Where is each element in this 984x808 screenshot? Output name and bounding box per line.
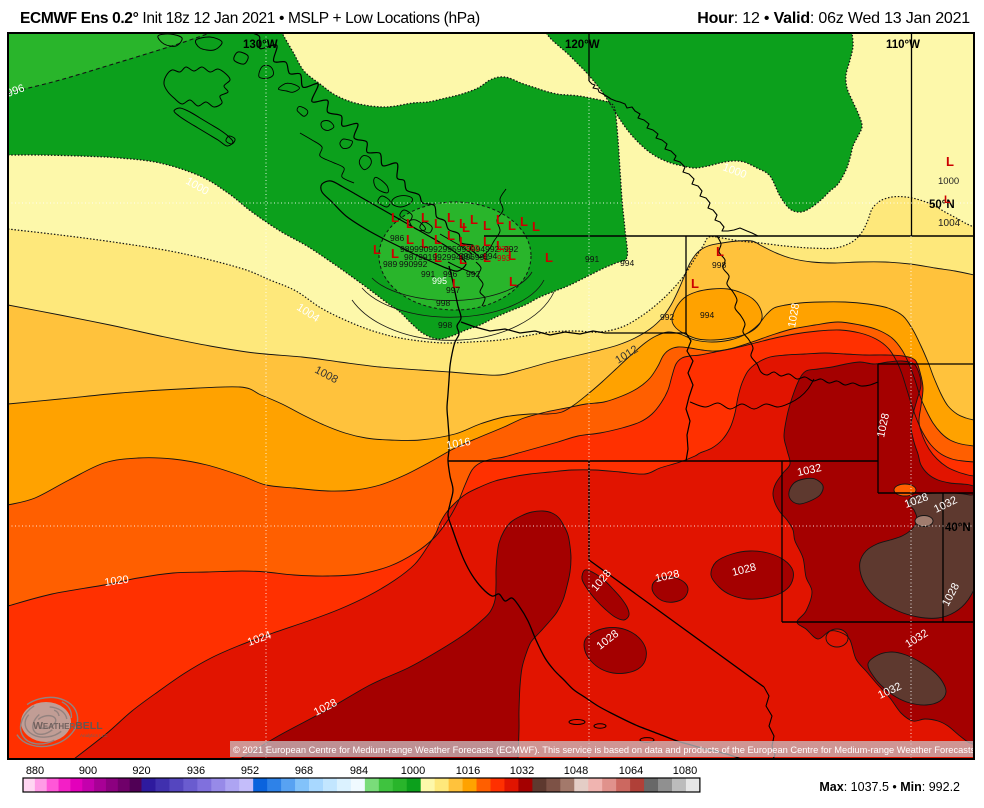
svg-text:1000: 1000	[938, 176, 959, 187]
svg-text:1020: 1020	[104, 574, 130, 589]
svg-text:130°W: 130°W	[243, 39, 278, 51]
svg-text:978: 978	[497, 245, 511, 254]
svg-text:L: L	[447, 210, 455, 225]
svg-text:989: 989	[383, 259, 397, 269]
svg-text:L: L	[470, 212, 478, 227]
svg-text:900: 900	[79, 765, 97, 777]
svg-text:989990992995993994992: 989990992995993994992	[400, 244, 500, 254]
svg-text:993: 993	[497, 254, 511, 263]
svg-text:992: 992	[504, 244, 518, 254]
svg-text:998: 998	[712, 260, 726, 270]
svg-text:L: L	[391, 210, 399, 225]
svg-text:L: L	[462, 220, 470, 235]
svg-text:1016: 1016	[445, 436, 471, 452]
svg-text:1080: 1080	[673, 765, 697, 777]
svg-text:Hour: 12 • Valid: 06z Wed 13 J: Hour: 12 • Valid: 06z Wed 13 Jan 2021	[697, 10, 970, 27]
svg-text:L: L	[496, 238, 504, 253]
svg-text:986: 986	[390, 233, 404, 243]
svg-text:998: 998	[436, 298, 450, 308]
svg-text:1016: 1016	[456, 765, 480, 777]
svg-text:L: L	[508, 218, 516, 233]
svg-text:1048: 1048	[564, 765, 588, 777]
svg-text:995: 995	[432, 276, 447, 286]
svg-text:991: 991	[585, 254, 599, 264]
svg-text:968: 968	[295, 765, 313, 777]
svg-text:L: L	[434, 232, 442, 247]
svg-text:L: L	[532, 219, 540, 234]
svg-text:1000: 1000	[401, 765, 425, 777]
svg-text:936: 936	[187, 765, 205, 777]
svg-text:991: 991	[421, 269, 435, 279]
svg-text:120°W: 120°W	[565, 39, 600, 51]
svg-text:L: L	[421, 210, 429, 225]
svg-text:994: 994	[620, 258, 634, 268]
svg-text:1064: 1064	[619, 765, 643, 777]
svg-text:L: L	[434, 216, 442, 231]
svg-text:L: L	[447, 228, 455, 243]
svg-text:1032: 1032	[796, 462, 822, 479]
svg-text:L: L	[459, 252, 467, 267]
svg-text:L: L	[483, 234, 491, 249]
svg-text:L: L	[944, 194, 951, 206]
svg-text:L: L	[391, 246, 399, 261]
svg-text:L: L	[421, 236, 429, 251]
svg-text:L: L	[483, 218, 491, 233]
svg-text:110°W: 110°W	[886, 39, 920, 51]
svg-text:L: L	[496, 212, 504, 227]
svg-text:© 2021 European Centre for Med: © 2021 European Centre for Medium-range …	[233, 745, 984, 755]
svg-text:994: 994	[700, 310, 714, 320]
svg-text:50°N: 50°N	[929, 199, 955, 211]
svg-text:L: L	[434, 250, 442, 265]
svg-text:1028: 1028	[786, 302, 802, 328]
svg-text:L: L	[691, 276, 699, 291]
svg-text:40°N: 40°N	[945, 522, 971, 534]
svg-text:L: L	[459, 216, 467, 231]
svg-text:998: 998	[438, 320, 452, 330]
svg-text:L: L	[509, 274, 517, 289]
svg-text:Max: 1037.5 • Min: 992.2: Max: 1037.5 • Min: 992.2	[819, 780, 960, 794]
svg-text:880: 880	[26, 765, 44, 777]
svg-text:992: 992	[660, 312, 674, 322]
svg-text:987991992994996991: 987991992994996991	[404, 252, 489, 262]
svg-text:L: L	[483, 250, 491, 265]
svg-text:WEATHERBELL: WEATHERBELL	[33, 720, 103, 732]
svg-text:L: L	[406, 232, 414, 247]
svg-text:992: 992	[466, 269, 480, 279]
svg-text:997: 997	[446, 285, 460, 295]
svg-text:L: L	[520, 214, 528, 229]
svg-text:1004: 1004	[938, 218, 961, 229]
svg-text:L: L	[406, 216, 414, 231]
svg-text:L: L	[946, 154, 954, 169]
svg-text:996: 996	[443, 269, 457, 279]
svg-text:920: 920	[132, 765, 150, 777]
svg-text:ECMWF Ens 0.2° Init 18z 12 Jan: ECMWF Ens 0.2° Init 18z 12 Jan 2021 • MS…	[20, 10, 480, 27]
svg-text:990992: 990992	[399, 259, 428, 269]
svg-text:L: L	[508, 248, 516, 263]
svg-text:952: 952	[241, 765, 259, 777]
svg-text:L: L	[545, 250, 553, 265]
svg-text:L: L	[459, 234, 467, 249]
svg-text:1028: 1028	[654, 568, 680, 585]
svg-text:1028: 1028	[875, 412, 892, 438]
svg-text:L: L	[716, 244, 724, 259]
svg-text:1032: 1032	[510, 765, 534, 777]
svg-text:Analytics LLC: Analytics LLC	[80, 733, 108, 738]
svg-text:1028: 1028	[731, 561, 758, 579]
svg-text:L: L	[373, 242, 381, 257]
svg-text:991: 991	[459, 251, 473, 261]
svg-text:994: 994	[483, 251, 497, 261]
svg-text:984: 984	[350, 765, 368, 777]
svg-text:L: L	[452, 276, 460, 291]
svg-text:983: 983	[466, 244, 480, 253]
